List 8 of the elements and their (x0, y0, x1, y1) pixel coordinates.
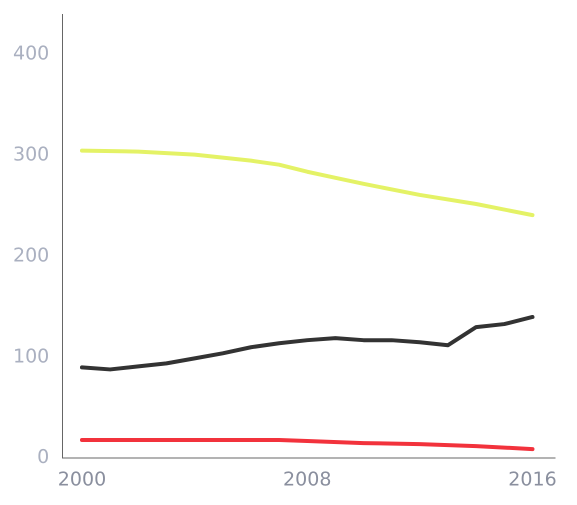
y-tick-label: 400 (13, 42, 50, 65)
x-tick-label: 2000 (58, 468, 106, 491)
y-tick-label: 300 (13, 144, 50, 166)
y-tick-label: 100 (13, 345, 50, 368)
x-tick-label: 2016 (508, 468, 557, 491)
y-tick-label: 200 (13, 244, 50, 266)
y-tick-label: 0 (37, 446, 50, 468)
x-tick-label: 2008 (283, 468, 332, 491)
